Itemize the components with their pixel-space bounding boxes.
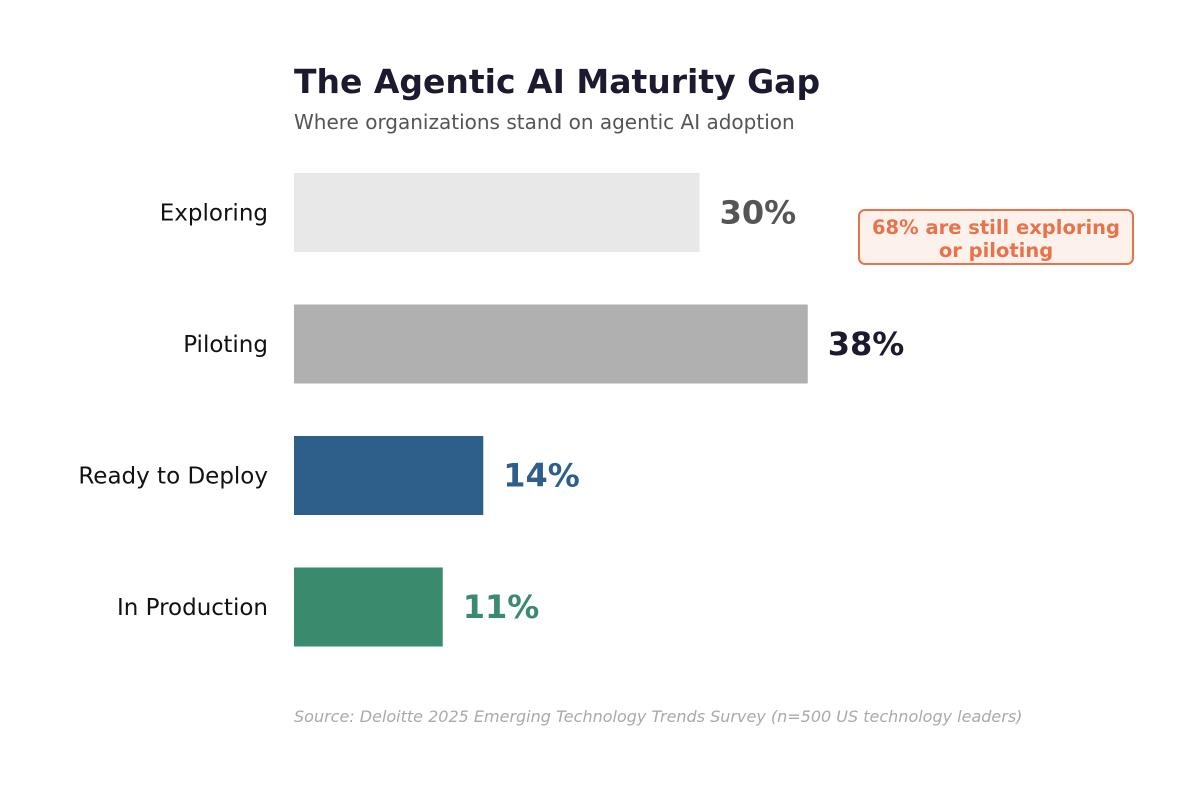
value-label-piloting: 38% xyxy=(828,325,905,363)
annotation-callout: 68% are still exploring or piloting xyxy=(858,209,1134,265)
value-label-exploring: 30% xyxy=(720,194,797,232)
category-label-ready-to-deploy: Ready to Deploy xyxy=(78,464,268,490)
chart-title: The Agentic AI Maturity Gap xyxy=(294,62,821,101)
annotation-line-2: or piloting xyxy=(938,239,1054,262)
bar-in-production xyxy=(294,567,443,647)
value-label-ready-to-deploy: 14% xyxy=(503,457,580,495)
value-label-in-production: 11% xyxy=(463,588,540,626)
category-label-exploring: Exploring xyxy=(160,201,268,227)
bar-ready-to-deploy xyxy=(294,436,484,515)
bar-exploring xyxy=(294,173,700,252)
annotation-line-1: 68% are still exploring xyxy=(871,216,1120,239)
bar-piloting xyxy=(294,304,808,384)
source-note: Source: Deloitte 2025 Emerging Technolog… xyxy=(294,707,1023,726)
chart-subtitle: Where organizations stand on agentic AI … xyxy=(294,110,795,134)
category-label-piloting: Piloting xyxy=(183,332,268,358)
category-label-in-production: In Production xyxy=(117,595,268,621)
